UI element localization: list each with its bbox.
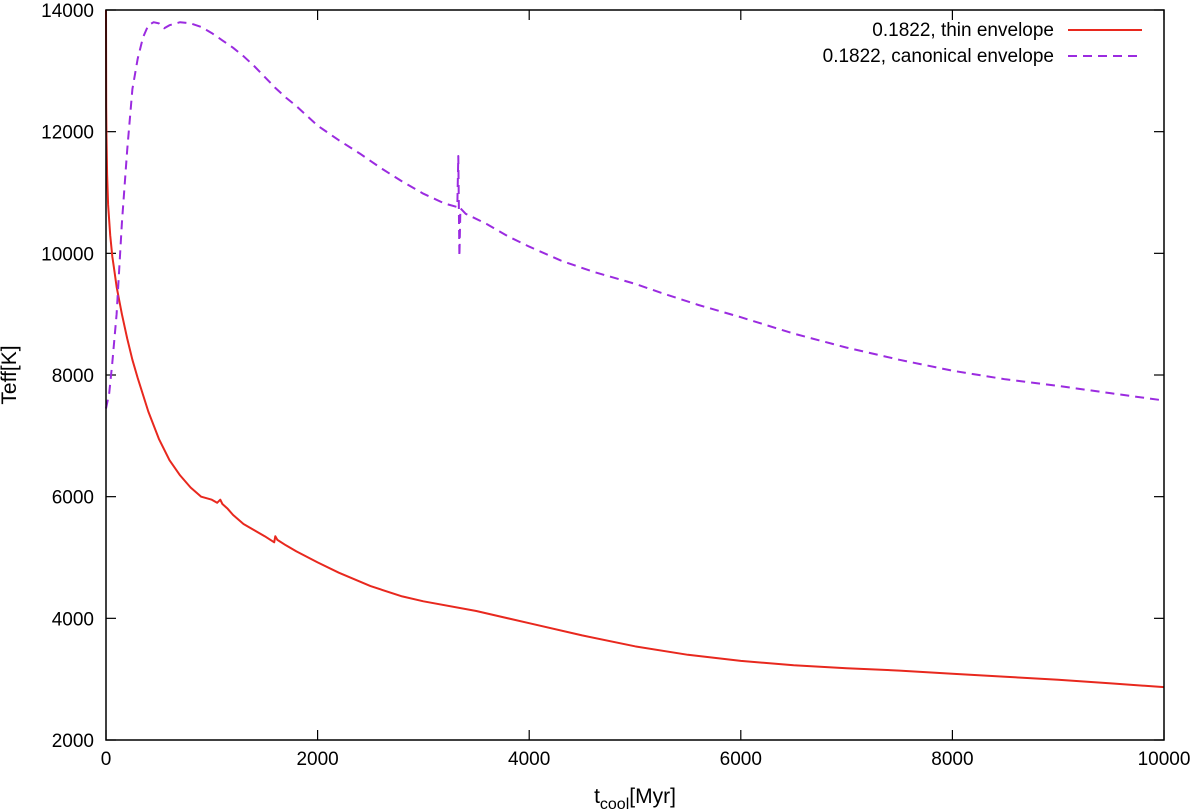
x-tick-label: 10000 [1138,749,1191,770]
legend-label-thin: 0.1822, thin envelope [872,20,1054,41]
y-tick-label: 2000 [52,731,94,752]
series-lines [105,9,1165,689]
x-axis-title: tcool[Myr] [594,785,676,809]
x-axis-title-main: t [594,785,600,808]
series-line-thin-envelope [105,9,1165,689]
x-tick-label: 6000 [720,749,762,770]
y-tick-label: 4000 [52,609,94,630]
y-tick-label: 6000 [52,488,94,509]
x-tick-label: 0 [101,749,112,770]
y-axis-title: Teff[K] [0,345,21,404]
series-line-canonical-envelope [105,21,1165,409]
x-axis-title-sub: cool [600,796,629,809]
legend-label-canonical: 0.1822, canonical envelope [823,46,1054,67]
plot-frame [105,9,1165,741]
tick-labels: 0 2000 4000 6000 8000 10000 2000 4000 6000 8000 10… [41,1,1190,770]
y-tick-label: 14000 [41,1,94,22]
x-tick-label: 2000 [296,749,338,770]
y-tick-label: 8000 [52,366,94,387]
y-tick-label: 12000 [41,123,94,144]
x-tick-label: 4000 [508,749,550,770]
x-tick-label: 8000 [931,749,973,770]
x-axis-title-unit: [Myr] [629,785,676,808]
legend: 0.1822, thin envelope 0.1822, canonical … [823,20,1142,67]
tick-marks [105,9,1165,741]
y-tick-label: 10000 [41,244,94,265]
